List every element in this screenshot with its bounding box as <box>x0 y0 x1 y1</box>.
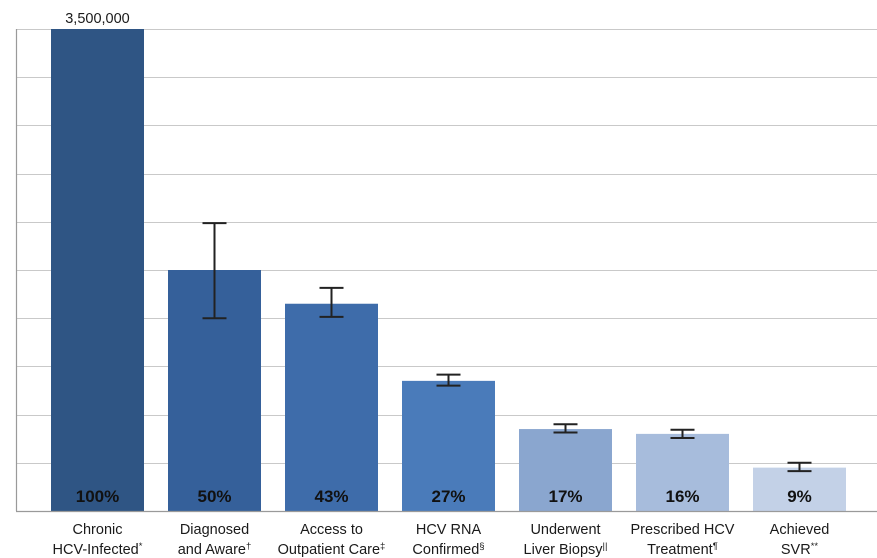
error-bar-3 <box>319 286 344 318</box>
footnote-mark: ** <box>811 541 819 552</box>
percent-label-3: 43% <box>314 487 348 506</box>
error-bar-6 <box>670 428 695 440</box>
footnote-mark: * <box>139 541 143 552</box>
category-label-text: Confirmed <box>412 542 479 558</box>
error-bar-7 <box>787 461 812 473</box>
percent-label-7: 9% <box>787 487 812 506</box>
category-label-1-line1: Chronic <box>73 522 123 538</box>
category-label-3-line2: Outpatient Care‡ <box>278 541 386 558</box>
labels: 100% Chronic HCV-Infected* 50% Diagnosed and … <box>53 11 830 558</box>
footnote-mark: † <box>246 541 251 552</box>
category-label-7-line2: SVR** <box>781 541 819 558</box>
category-label-3-line1: Access to <box>300 522 363 538</box>
category-label-text: and Aware <box>178 542 246 558</box>
percent-label-1: 100% <box>76 487 119 506</box>
category-label-1-line2: HCV-Infected* <box>53 541 143 558</box>
footnote-mark: § <box>479 541 484 552</box>
error-bar-5 <box>553 423 578 434</box>
category-label-4-line2: Confirmed§ <box>412 541 484 558</box>
category-label-text: HCV-Infected <box>53 542 139 558</box>
bar-1 <box>51 29 144 511</box>
error-bar-4 <box>436 373 461 387</box>
bar-3 <box>285 303 378 511</box>
footnote-mark: ‡ <box>380 541 385 552</box>
category-label-2-line1: Diagnosed <box>180 522 249 538</box>
error-bars <box>202 222 812 473</box>
gridlines <box>16 29 877 464</box>
category-label-text: SVR <box>781 542 811 558</box>
top-value-label: 3,500,000 <box>65 11 130 27</box>
category-label-7-line1: Achieved <box>770 522 830 538</box>
bar-5 <box>519 429 612 511</box>
percent-label-5: 17% <box>548 487 582 506</box>
bar-7 <box>753 467 846 511</box>
axes <box>15 29 877 513</box>
category-label-6-line2: Treatment¶ <box>647 541 718 558</box>
footnote-mark: ¶ <box>713 541 718 552</box>
percent-label-6: 16% <box>665 487 699 506</box>
percent-label-2: 50% <box>197 487 231 506</box>
error-bar-2 <box>202 222 227 320</box>
bar-4 <box>402 380 495 511</box>
category-label-text: Outpatient Care <box>278 542 380 558</box>
bars <box>51 29 846 511</box>
category-label-5-line2: Liver Biopsy|| <box>524 541 608 558</box>
category-label-text: Liver Biopsy <box>524 542 604 558</box>
category-label-6-line1: Prescribed HCV <box>631 522 735 538</box>
category-label-4-line1: HCV RNA <box>416 522 482 538</box>
footnote-mark: || <box>603 541 608 552</box>
percent-label-4: 27% <box>431 487 465 506</box>
category-label-text: Treatment <box>647 542 713 558</box>
category-label-5-line1: Underwent <box>530 522 600 538</box>
category-label-2-line2: and Aware† <box>178 541 252 558</box>
bar-6 <box>636 433 729 511</box>
